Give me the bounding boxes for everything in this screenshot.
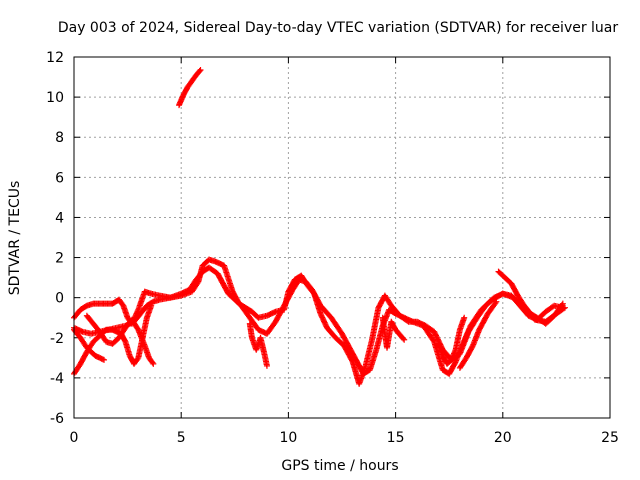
y-axis-title: SDTVAR / TECUs [7,181,23,296]
data-point-track-g [400,335,407,342]
x-tick-label: 5 [177,430,186,446]
plot-frame [73,56,611,419]
data-point-track-i [559,300,566,307]
y-tick-label: 0 [55,291,64,307]
data-point-track-c [134,356,141,363]
x-tick-label: 10 [279,430,297,446]
y-tick-label: -4 [50,371,64,387]
data-point-track-g [401,336,408,343]
data-points [71,67,568,387]
data-point-upper-arc [197,67,204,74]
data-point-track-f [263,362,270,369]
data-point-track-h [493,298,500,305]
chart-title: Day 003 of 2024, Sidereal Day-to-day VTE… [58,20,619,36]
data-point-track-j [461,314,468,321]
y-tick-label: 12 [46,50,64,66]
data-point-track-i [558,301,565,308]
data-point-track-b [430,337,437,344]
axis-ticks: 0 5 10 15 20 25 -6 -4 -2 0 2 4 6 8 10 12 [46,50,619,446]
data-point-track-e [101,356,108,363]
y-tick-label: -2 [50,331,64,347]
x-tick-label: 20 [494,430,512,446]
data-point-upper-arc [196,68,203,75]
y-tick-label: 4 [55,210,64,226]
y-tick-label: 6 [55,170,64,186]
y-tick-label: -6 [50,411,64,427]
data-point-track-d [150,360,157,367]
data-point-track-c [148,302,155,309]
data-point-track-h [492,299,499,306]
y-tick-label: 2 [55,251,64,267]
x-tick-label: 15 [387,430,405,446]
y-tick-label: 8 [55,130,64,146]
data-point-track-d [149,359,156,366]
y-tick-label: 10 [46,90,64,106]
x-tick-label: 0 [70,430,79,446]
x-axis-title: GPS time / hours [281,458,398,474]
x-tick-label: 25 [601,430,619,446]
